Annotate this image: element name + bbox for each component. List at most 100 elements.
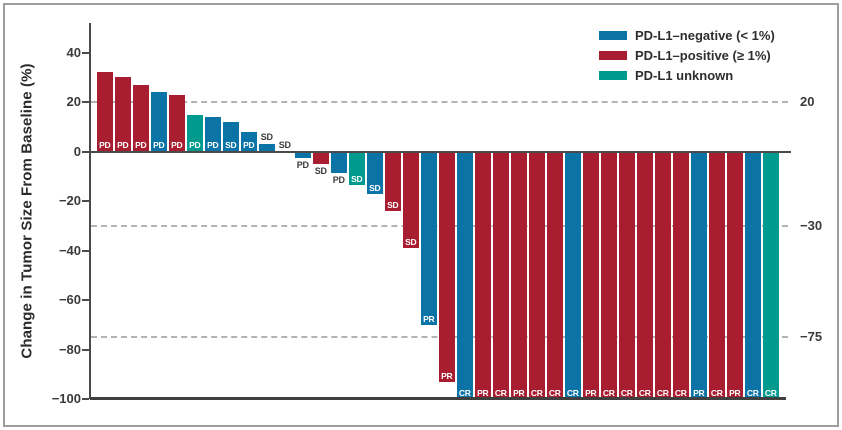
y-tick-mark [82,150,89,153]
legend: PD-L1–negative (< 1%) PD-L1–positive (≥ 1… [599,25,775,85]
bar-response-label: CR [458,388,471,398]
bar-response-label: PD [207,139,219,150]
y-tick-mark [82,348,89,351]
bottom-axis-line [90,397,786,400]
bar-response-label: PR [423,313,435,324]
bar-response-label: PR [585,388,597,398]
legend-item-positive: PD-L1–positive (≥ 1%) [599,45,775,65]
bar [331,151,347,173]
bar-response-label: CR [674,388,687,398]
bar-response-label: SD [387,200,399,210]
y-axis-title: Change in Tumor Size From Baseline (%) [18,63,36,359]
y-tick-label: −100 [51,391,81,406]
bar-response-label: PD [99,139,111,150]
bar-response-label: CR [548,388,561,398]
bar [727,151,743,399]
bar-response-label: SD [260,132,273,143]
bar-response-label: PR [477,388,489,398]
bar [745,151,761,399]
bar [151,92,167,152]
bar-response-label: PD [171,139,183,150]
bar-response-label: SD [405,237,417,248]
reference-line-label: −30 [800,217,823,233]
bar [421,151,437,325]
bar-response-label: PD [243,139,255,150]
bar [547,151,563,399]
bar [295,151,311,158]
bar [475,151,491,399]
y-tick-mark [82,299,89,302]
reference-line [91,101,788,104]
legend-label-unknown: PD-L1 unknown [635,67,734,83]
legend-swatch-unknown [599,70,627,80]
bar-response-label: PD [296,159,309,170]
y-tick-mark [82,101,89,104]
bar [655,151,671,399]
bar [115,77,131,152]
y-tick-label: −60 [58,292,81,308]
bar-response-label: CR [602,388,615,398]
bar [691,151,707,399]
bar-response-label: SD [278,139,291,150]
bar [709,151,725,399]
bar [457,151,473,399]
plot-area: 20 −30 −75 40 20 0 −20 −40 −60 −80 −100 PD PD PD PD PD P… [52,23,822,406]
bar [637,151,653,399]
bar-response-label: PR [729,388,741,398]
bar-response-label: PD [135,139,147,150]
y-tick-mark [82,200,89,203]
bar [763,151,779,399]
legend-item-unknown: PD-L1 unknown [599,65,775,85]
bar [493,151,509,399]
bar-response-label: PD [332,174,345,185]
bar [673,151,689,399]
bar-response-label: CR [566,388,579,398]
bar-response-label: CR [656,388,669,398]
bar [241,131,257,152]
bar [259,144,275,152]
y-tick-label: 0 [73,143,81,159]
y-tick-label: 20 [66,94,81,110]
legend-label-negative: PD-L1–negative (< 1%) [635,27,775,43]
y-tick-label: −20 [58,193,81,209]
bar-response-label: SD [351,174,363,185]
bar-response-label: CR [746,388,759,398]
y-tick-mark [82,249,89,252]
bar [439,151,455,382]
bar [565,151,581,399]
legend-swatch-positive [599,50,627,60]
bar-response-label: PR [693,388,705,398]
bar [133,84,149,152]
bar [385,151,401,211]
bar [313,151,329,164]
bar-response-label: CR [620,388,633,398]
y-tick-label: −80 [58,341,81,357]
reference-line-label: −75 [800,329,823,345]
bar-response-label: CR [530,388,543,398]
bar-response-label: SD [369,182,381,193]
legend-label-positive: PD-L1–positive (≥ 1%) [635,47,771,63]
bar [601,151,617,399]
bar [205,117,221,152]
bar-response-label: PD [153,139,165,150]
bar [187,114,203,152]
legend-swatch-negative [599,30,627,40]
bar [349,151,365,186]
y-tick-mark [82,398,89,400]
bar-response-label: PR [513,388,525,398]
bar [223,121,239,152]
bar [403,151,419,249]
bar-response-label: PR [441,370,453,381]
bar-response-label: PD [189,139,201,150]
bar-response-label: CR [494,388,507,398]
y-tick-label: −40 [58,242,81,258]
bar-response-label: CR [710,388,723,398]
y-tick-label: 40 [66,44,81,60]
legend-item-negative: PD-L1–negative (< 1%) [599,25,775,45]
bar [511,151,527,399]
zero-axis-line [90,150,791,153]
bar-response-label: CR [764,388,777,398]
bar-response-label: SD [314,166,327,176]
bar-response-label: SD [225,139,237,150]
